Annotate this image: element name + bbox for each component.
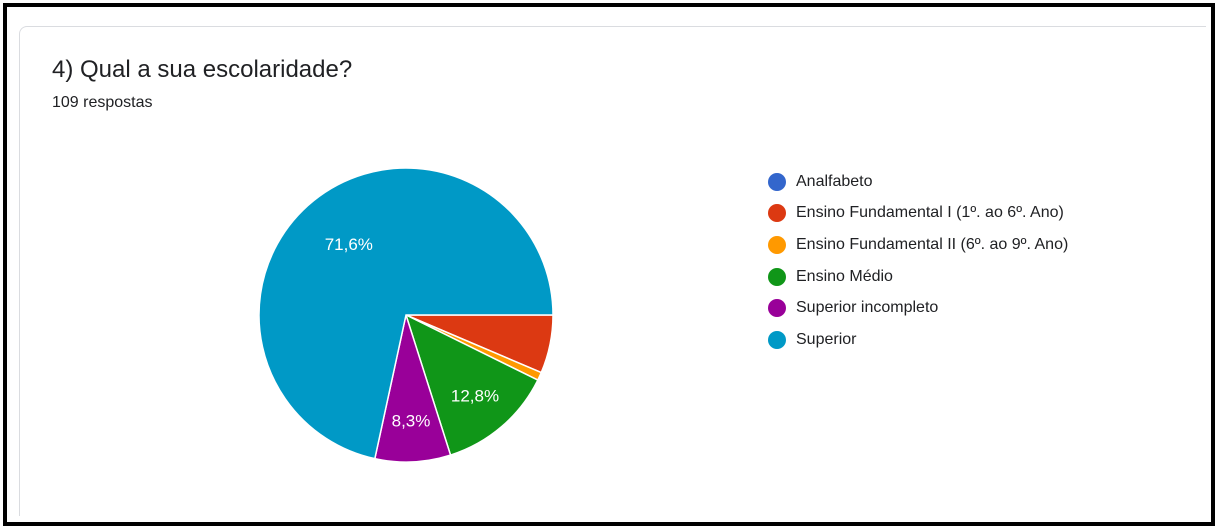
legend-swatch-icon xyxy=(768,235,786,254)
legend-item-ensino-medio[interactable]: Ensino Médio xyxy=(768,261,1068,293)
legend-swatch-icon xyxy=(768,330,786,349)
legend-label: Ensino Médio xyxy=(796,267,893,285)
pie-label-superior: 71,6% xyxy=(325,235,373,254)
pie-label-ensino-medio: 12,8% xyxy=(451,386,499,405)
legend-item-superior-incompleto[interactable]: Superior incompleto xyxy=(768,292,1068,324)
legend-label: Analfabeto xyxy=(796,172,873,190)
response-count: 109 respostas xyxy=(52,94,153,111)
pie-label-superior-incompleto: 8,3% xyxy=(392,412,431,431)
chart-legend: Analfabeto Ensino Fundamental I (1º. ao 6… xyxy=(768,166,1068,356)
legend-item-ensino-fundamental-i-1-ao-6-ano[interactable]: Ensino Fundamental I (1º. ao 6º. Ano) xyxy=(768,198,1068,230)
legend-label: Ensino Fundamental II (6º. ao 9º. Ano) xyxy=(796,235,1069,253)
question-card xyxy=(19,26,1206,516)
legend-label: Superior xyxy=(796,330,857,348)
pie-labels: 12,8% 8,3% 71,6% xyxy=(325,235,499,431)
legend-item-superior[interactable]: Superior xyxy=(768,324,1068,356)
legend-swatch-icon xyxy=(768,172,786,191)
legend-swatch-icon xyxy=(768,299,786,318)
legend-item-ensino-fundamental-ii-6-ao-9-ano[interactable]: Ensino Fundamental II (6º. ao 9º. Ano) xyxy=(768,229,1068,261)
pie-slices xyxy=(258,167,554,463)
pie-slice-superior[interactable] xyxy=(258,167,554,460)
pie-slice-ensino-medio[interactable] xyxy=(404,313,539,457)
question-title: 4) Qual a sua escolaridade? xyxy=(52,56,353,83)
legend-label: Ensino Fundamental I (1º. ao 6º. Ano) xyxy=(796,204,1064,222)
legend-swatch-icon xyxy=(768,204,786,223)
legend-swatch-icon xyxy=(768,267,786,286)
legend-item-analfabeto[interactable]: Analfabeto xyxy=(768,166,1068,198)
legend-label: Superior incompleto xyxy=(796,299,939,317)
